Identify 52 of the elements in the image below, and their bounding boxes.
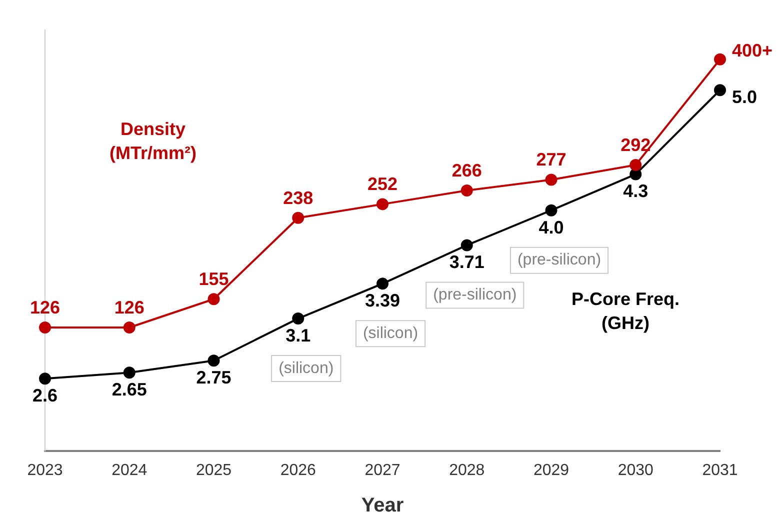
- point: [123, 321, 136, 334]
- annotation: (silicon): [278, 360, 334, 377]
- text: Density (MTr/mm²): [110, 118, 196, 163]
- data-label: 126: [30, 297, 60, 318]
- point: [123, 366, 136, 379]
- point: [376, 198, 388, 210]
- point: [208, 354, 220, 367]
- data-label: 4.3: [623, 181, 648, 202]
- data-label: 252: [367, 174, 398, 194]
- point: [376, 278, 388, 290]
- data-label: 2.75: [196, 368, 232, 388]
- point: [545, 174, 558, 186]
- x-tick-label: 2028: [449, 462, 485, 479]
- x-tick-label: 2030: [618, 462, 654, 479]
- data-label: 3.39: [364, 290, 400, 311]
- annotation: (silicon): [362, 325, 418, 342]
- point: [714, 53, 726, 66]
- point: [460, 239, 473, 252]
- x-tick-label: 2026: [280, 462, 316, 479]
- text: P-Core Freq. (GHz): [571, 288, 680, 333]
- data-label: 266: [452, 160, 482, 180]
- point: [630, 159, 642, 172]
- data-label: 238: [283, 188, 314, 208]
- point: [630, 168, 642, 180]
- point: [208, 293, 220, 306]
- data-label: 292: [620, 135, 651, 156]
- data-label: 277: [536, 150, 566, 170]
- data-label: 5.0: [732, 87, 758, 108]
- x-tick-label: 2031: [702, 462, 738, 479]
- data-label: 155: [198, 269, 229, 290]
- data-label: 3.71: [449, 252, 484, 272]
- data-label: 2.65: [112, 380, 147, 400]
- point: [292, 212, 304, 224]
- annotation: (pre-silicon): [517, 252, 602, 269]
- data-label: 4.0: [538, 217, 564, 238]
- x-tick-label: 2024: [112, 462, 148, 479]
- point: [714, 84, 726, 96]
- x-tick-label: 2025: [196, 462, 232, 479]
- data-label: 400+: [732, 40, 773, 60]
- x-axis-title: Year: [361, 494, 404, 517]
- point: [39, 321, 51, 334]
- point: [39, 372, 51, 385]
- point: [292, 312, 304, 325]
- data-label: 3.1: [286, 326, 311, 346]
- point: [545, 204, 558, 216]
- x-tick-label: 2027: [364, 462, 400, 479]
- x-tick-label: 2029: [533, 462, 570, 479]
- data-label: 2.6: [32, 386, 58, 406]
- point: [460, 184, 473, 196]
- data-label: 126: [114, 297, 144, 318]
- annotation: (pre-silicon): [433, 286, 517, 304]
- x-tick-label: 2023: [27, 462, 63, 479]
